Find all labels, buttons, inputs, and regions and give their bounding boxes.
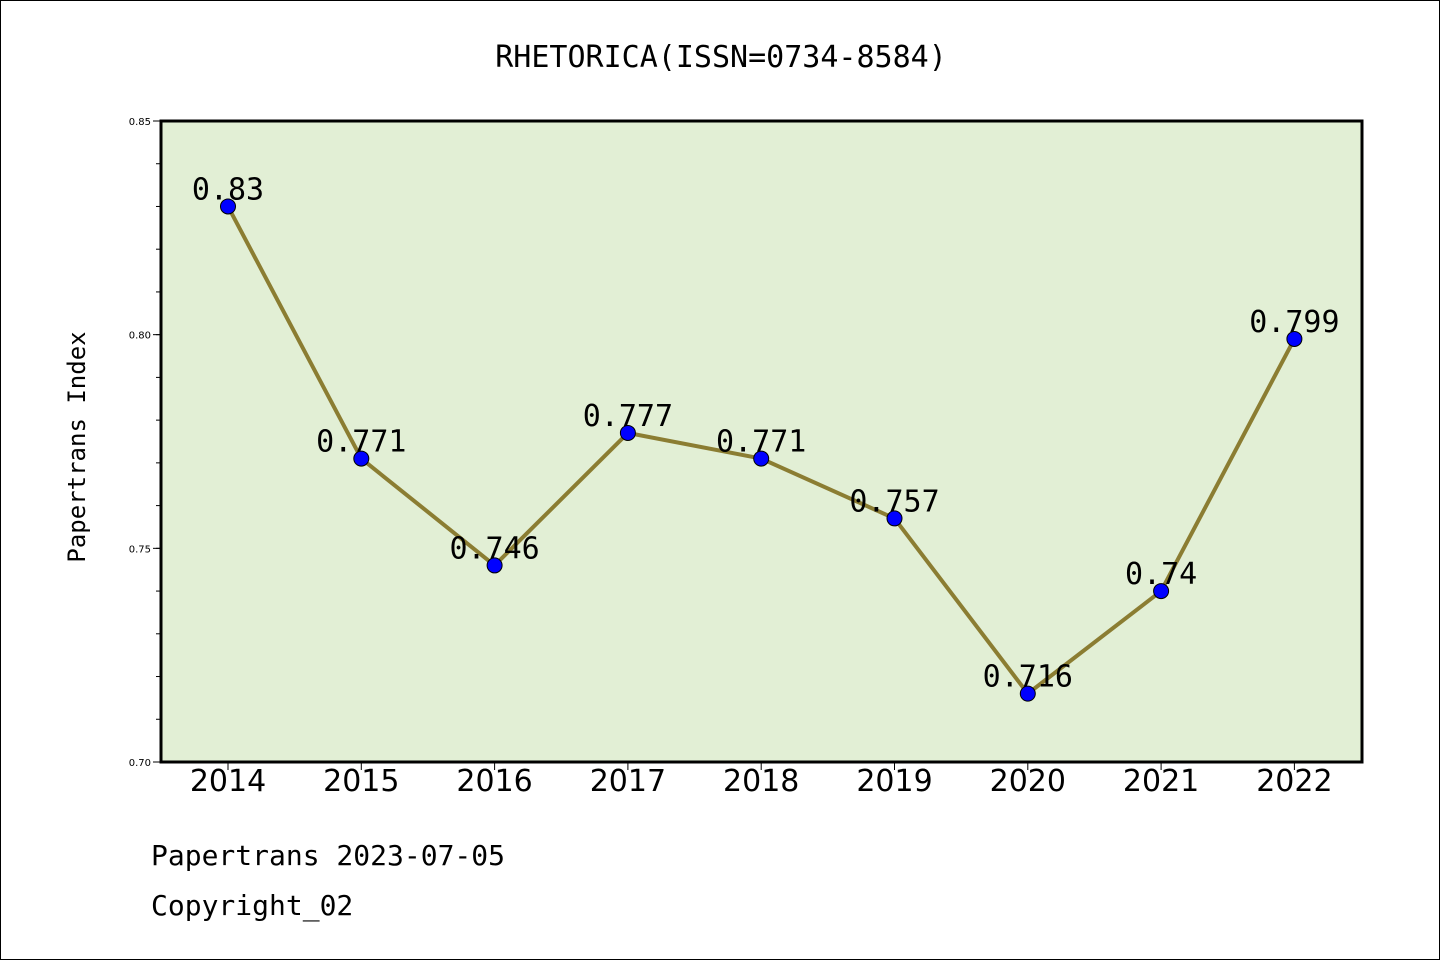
x-tick-label: 2016 bbox=[456, 764, 532, 799]
data-point bbox=[486, 557, 503, 574]
x-tick-label: 2022 bbox=[1256, 764, 1332, 799]
x-tick-label: 2018 bbox=[723, 764, 799, 799]
x-tick-label: 2017 bbox=[590, 764, 666, 799]
data-point bbox=[619, 424, 636, 441]
footer-date: Papertrans 2023-07-05 bbox=[151, 839, 505, 872]
data-point bbox=[1019, 685, 1036, 702]
data-label: 0.771 bbox=[716, 425, 806, 460]
x-tick-label: 2015 bbox=[323, 764, 399, 799]
y-axis-ticks: 0.70 0.75 0.80 0.85 bbox=[129, 117, 161, 769]
data-point bbox=[753, 450, 770, 467]
data-label: 0.74 bbox=[1125, 557, 1197, 592]
y-tick-label: 0.70 bbox=[129, 758, 151, 769]
data-point bbox=[353, 450, 370, 467]
data-label: 0.777 bbox=[583, 399, 673, 434]
x-axis-ticks: 2014 2015 2016 2017 2018 2019 2020 2021 2022 bbox=[190, 762, 1333, 799]
x-tick-label: 2014 bbox=[190, 764, 266, 799]
y-tick-label: 0.75 bbox=[129, 544, 151, 555]
data-labels: 0.83 0.771 0.746 0.777 0.771 0.757 0.716 0.74 0.… bbox=[192, 172, 1340, 694]
chart-title: RHETORICA(ISSN=0734-8584) bbox=[495, 40, 947, 75]
data-label: 0.83 bbox=[192, 172, 264, 207]
y-tick-label: 0.80 bbox=[129, 331, 151, 342]
data-point bbox=[220, 198, 236, 215]
data-point bbox=[1286, 330, 1303, 347]
x-tick-label: 2019 bbox=[856, 764, 932, 799]
data-label: 0.771 bbox=[316, 425, 406, 460]
plot-area bbox=[159, 119, 1364, 764]
data-markers bbox=[220, 198, 1303, 702]
data-label: 0.716 bbox=[983, 660, 1073, 695]
y-tick-label: 0.85 bbox=[129, 117, 151, 128]
data-point bbox=[1153, 583, 1170, 600]
data-label: 0.799 bbox=[1249, 305, 1339, 340]
footer-copyright: Copyright_02 bbox=[151, 889, 353, 923]
data-point bbox=[886, 510, 903, 527]
data-label: 0.757 bbox=[849, 484, 939, 519]
y-axis-label: Papertrans Index bbox=[63, 331, 91, 562]
data-label: 0.746 bbox=[449, 531, 539, 566]
x-tick-label: 2020 bbox=[990, 764, 1066, 799]
x-tick-label: 2021 bbox=[1123, 764, 1199, 799]
